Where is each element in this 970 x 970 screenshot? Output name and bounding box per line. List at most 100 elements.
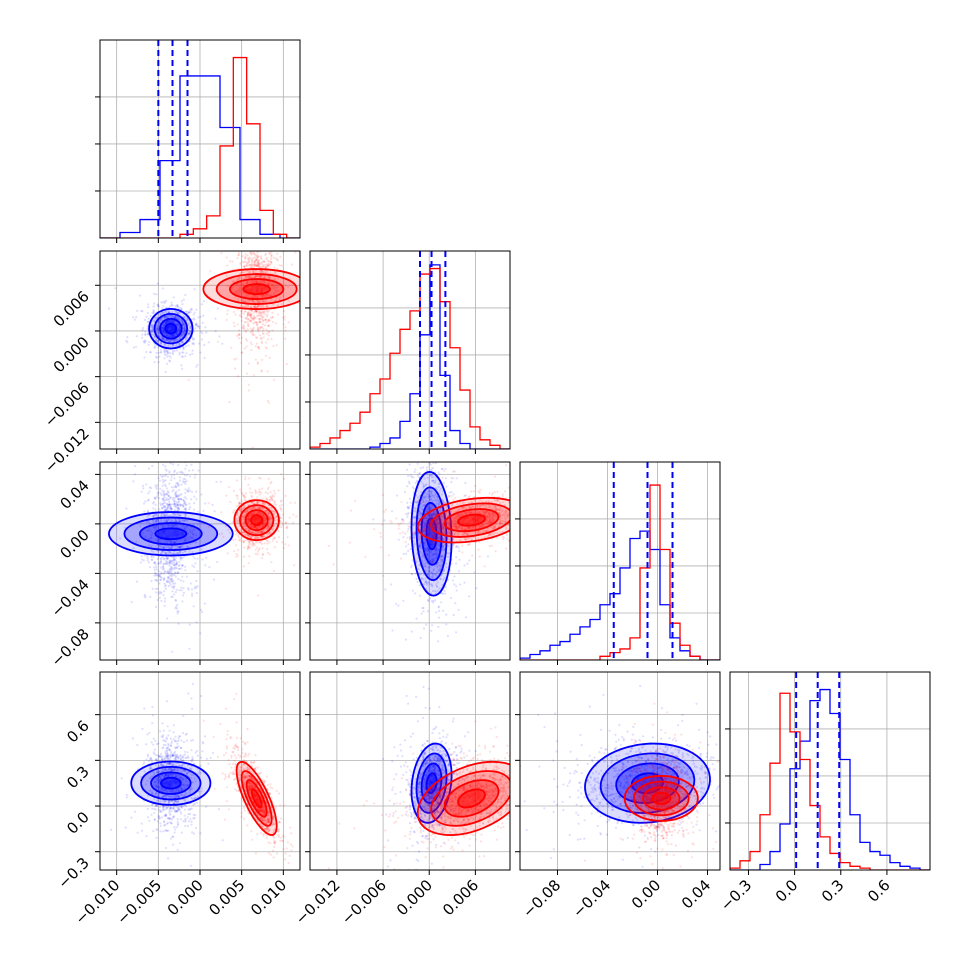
panel-frame [99,250,301,450]
contour-line-blue [139,522,203,546]
contour-line-blue [130,760,212,806]
scatter-3-0 [110,682,294,868]
contour-line-red [240,770,273,827]
panel-3-3 [725,672,930,875]
density-fill-red [624,775,698,821]
density-fill-blue [139,522,202,545]
panel-frame [519,671,721,871]
density-fill-red [652,792,671,805]
x-tick-label: 0.000 [393,876,436,919]
contour-line-red [202,268,300,310]
density-fill-red [417,497,510,543]
panel-frame [729,671,931,871]
density-fill-red [241,771,272,826]
scatter-3-1 [327,685,510,870]
contour-line-red [443,779,500,818]
contour-line-blue [148,307,194,350]
density-fill-blue [131,761,211,805]
y-tick-label: 0.6 [63,717,93,747]
contour-line-blue [160,776,182,790]
contour-line-red [229,278,285,300]
contour-line-blue [150,771,192,795]
x-tick-label: −0.006 [338,876,390,928]
x-tick-label: −0.010 [72,876,124,928]
contour-line-red [245,779,268,818]
contour-line-red [416,760,510,836]
panel-frame [99,461,301,661]
x-tick-label: 0.3 [818,876,848,906]
panel-0-0 [95,40,300,243]
x-tick-label: 0.0 [772,876,802,906]
density-fill-red [642,787,680,810]
panel-1-1 [305,251,510,454]
density-fill-blue [165,323,177,334]
contour-line-blue [108,511,234,557]
histogram-step-red [520,484,720,660]
histogram-0 [100,40,300,238]
density-fill-blue [160,777,181,789]
histogram-step-red [310,267,510,449]
panel-2-1 [305,462,510,665]
histogram-step-blue [310,264,510,449]
histogram-1 [310,251,510,449]
panel-frame [99,671,301,871]
histogram-step-red [730,692,930,870]
density-fill-red [431,771,510,826]
contour-line-red [244,509,269,532]
panel-frame [309,461,511,661]
contour-line-red [235,760,278,836]
density-fill-red [431,503,510,537]
density-fill-red [245,510,268,531]
x-tick-label: −0.04 [569,876,614,921]
y-tick-label: −0.08 [48,625,93,670]
panel-frame [309,250,511,450]
scatter-points-red [187,251,300,449]
contour-line-red [642,786,681,811]
contour-line-red [457,788,486,809]
scatter-1-0 [108,251,300,449]
density-fill-blue [160,318,182,339]
panel-3-0 [95,672,300,875]
contour-line-red [430,770,510,827]
scatter-2-0 [108,462,298,653]
histogram-step-blue [100,75,300,238]
x-tick-label: −0.08 [519,876,564,921]
contour-line-blue [599,752,696,814]
contour-line-blue [425,517,438,551]
contour-line-red [215,273,298,305]
density-fill-blue [426,518,437,550]
histogram-step-red [100,56,300,238]
density-fill-blue [411,743,452,823]
y-tick-label: −0.012 [41,424,93,476]
panel-3-1 [305,672,510,875]
y-tick-label: 0.0 [63,808,93,838]
x-tick-label: 0.00 [628,876,664,912]
contour-line-blue [420,762,443,804]
contour-line-red [457,513,486,527]
histogram-step-blue [730,688,930,870]
x-tick-label: 0.006 [439,876,482,919]
x-tick-label: −0.005 [113,876,165,928]
contour-line-blue [153,312,189,345]
density-fill-red [251,789,262,808]
contour-line-blue [159,317,183,340]
density-fill-blue [421,502,442,565]
panel-frame [519,461,721,661]
scatter-3-2 [520,684,720,870]
contour-line-red [239,504,275,537]
panel-frame [309,671,511,871]
contour-line-red [242,283,271,295]
density-fill-blue [151,772,191,794]
density-fill-red [243,284,270,295]
y-tick-label: 0.04 [56,476,92,512]
contour-line-blue [123,516,219,551]
scatter-2-1 [327,462,510,643]
y-tick-label: −0.3 [54,854,92,892]
panel-3-2 [515,672,720,875]
histogram-2 [520,462,720,660]
contour-line-blue [410,471,453,597]
x-tick-label: −0.012 [292,876,344,928]
x-tick-label: 0.010 [247,876,290,919]
panel-2-2 [515,462,720,665]
density-fill-red [251,515,263,526]
